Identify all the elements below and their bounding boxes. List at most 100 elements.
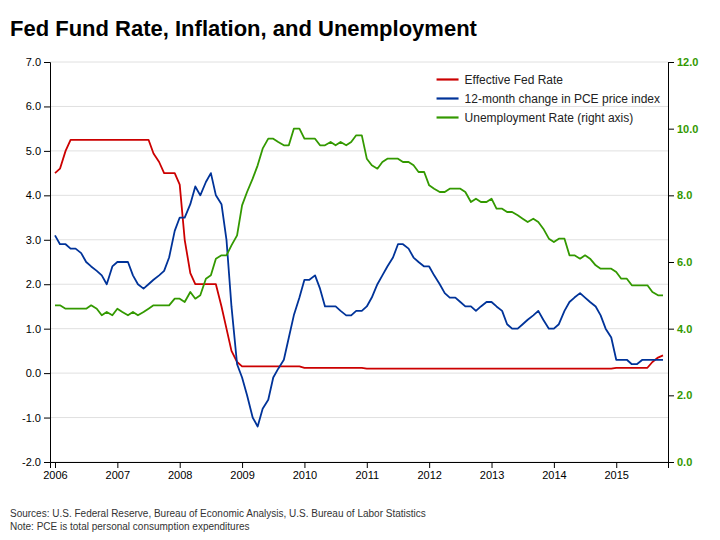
legend-label: Unemployment Rate (right axis) bbox=[465, 111, 634, 125]
grid bbox=[50, 62, 668, 462]
y-tick: 7.0 bbox=[26, 56, 50, 68]
x-tick: 2012 bbox=[417, 462, 441, 481]
x-tick-label: 2006 bbox=[43, 469, 67, 481]
y-tick: -2.0 bbox=[22, 456, 50, 468]
x-tick-label: 2013 bbox=[480, 469, 504, 481]
grid-line bbox=[50, 62, 668, 63]
y-tick-label: -2.0 bbox=[22, 456, 41, 468]
x-tick-label: 2011 bbox=[355, 469, 379, 481]
x-tick-mark bbox=[616, 462, 617, 468]
y-tick-mark bbox=[44, 195, 50, 196]
title: Fed Fund Rate, Inflation, and Unemployme… bbox=[10, 16, 478, 41]
chart: Fed Fund Rate, Inflation, and Unemployme… bbox=[0, 0, 720, 540]
y-tick-mark bbox=[44, 373, 50, 374]
grid-line bbox=[50, 106, 668, 107]
grid-line bbox=[50, 373, 668, 374]
y-tick-label: 2.0 bbox=[26, 278, 41, 290]
y-tick-label: 4.0 bbox=[26, 189, 41, 201]
y2-tick-mark bbox=[668, 262, 674, 263]
y2-tick-label: 4.0 bbox=[677, 323, 692, 335]
y-tick-mark bbox=[44, 240, 50, 241]
x-tick-mark bbox=[242, 462, 243, 468]
y2-tick: 8.0 bbox=[668, 189, 692, 201]
grid-line bbox=[50, 195, 668, 196]
legend-swatch bbox=[437, 78, 459, 80]
x-tick-mark bbox=[55, 462, 56, 468]
y2-tick-mark bbox=[668, 462, 674, 463]
y2-tick: 4.0 bbox=[668, 323, 692, 335]
grid-line bbox=[50, 150, 668, 151]
y-tick-mark bbox=[44, 462, 50, 463]
legend-label: 12-month change in PCE price index bbox=[465, 92, 660, 106]
y-tick-label: 0.0 bbox=[26, 367, 41, 379]
series-line bbox=[55, 140, 663, 369]
x-tick-label: 2007 bbox=[106, 469, 130, 481]
x-tick: 2013 bbox=[480, 462, 504, 481]
legend-item: Unemployment Rate (right axis) bbox=[437, 111, 634, 125]
grid-line bbox=[50, 417, 668, 418]
y-tick-label: 5.0 bbox=[26, 145, 41, 157]
y2-axis: 0.0 2.0 4.0 6.0 8.0 10.0 12.0 bbox=[668, 56, 698, 468]
legend: Effective Fed Rate12-month change in PCE… bbox=[437, 73, 660, 125]
x-tick-mark bbox=[180, 462, 181, 468]
y2-tick-label: 12.0 bbox=[677, 56, 698, 68]
y-tick-label: 7.0 bbox=[26, 56, 41, 68]
y2-tick: 10.0 bbox=[668, 123, 698, 135]
x-tick: 2007 bbox=[106, 462, 130, 481]
y-tick-mark bbox=[44, 106, 50, 107]
legend-swatch bbox=[437, 116, 459, 118]
y2-tick-mark bbox=[668, 195, 674, 196]
x-tick: 2014 bbox=[542, 462, 566, 481]
grid-line bbox=[50, 328, 668, 329]
x-tick-label: 2008 bbox=[168, 469, 192, 481]
y2-axis-line bbox=[669, 63, 675, 463]
y-tick: -1.0 bbox=[22, 412, 50, 424]
y-tick: 6.0 bbox=[26, 100, 50, 112]
y2-tick: 6.0 bbox=[668, 256, 692, 268]
y-tick-mark bbox=[44, 418, 50, 419]
x-tick-mark bbox=[492, 462, 493, 468]
legend-item: 12-month change in PCE price index bbox=[437, 92, 660, 106]
lines bbox=[55, 129, 663, 427]
y-tick: 1.0 bbox=[26, 323, 50, 335]
x-tick: 2009 bbox=[230, 462, 254, 481]
x-tick: 2006 bbox=[43, 462, 67, 481]
x-tick: 2008 bbox=[168, 462, 192, 481]
x-tick-label: 2015 bbox=[604, 469, 628, 481]
y-tick: 3.0 bbox=[26, 234, 50, 246]
y2-tick-label: 2.0 bbox=[677, 389, 692, 401]
y-axis: -2.0 -1.0 0.0 1.0 2.0 3.0 4.0 5.0 6.0 7.0 bbox=[22, 56, 50, 468]
y2-tick-label: 10.0 bbox=[677, 123, 698, 135]
y2-tick-label: 8.0 bbox=[677, 189, 692, 201]
x-tick: 2015 bbox=[604, 462, 628, 481]
y2-tick: 0.0 bbox=[668, 456, 692, 468]
y2-tick: 12.0 bbox=[668, 56, 698, 68]
y-tick-mark bbox=[44, 151, 50, 152]
y-tick-mark bbox=[44, 62, 50, 63]
x-tick: 2010 bbox=[293, 462, 317, 481]
y2-tick-mark bbox=[668, 129, 674, 130]
y-tick: 4.0 bbox=[26, 189, 50, 201]
x-axis-line bbox=[51, 463, 669, 469]
y-tick-label: -1.0 bbox=[22, 412, 41, 424]
y-tick: 2.0 bbox=[26, 278, 50, 290]
y-tick: 5.0 bbox=[26, 145, 50, 157]
y2-tick-mark bbox=[668, 62, 674, 63]
annotation: Sources: U.S. Federal Reserve, Bureau of… bbox=[10, 508, 426, 519]
series-line bbox=[55, 173, 663, 426]
x-tick-label: 2012 bbox=[417, 469, 441, 481]
x-tick: 2011 bbox=[355, 462, 379, 481]
plot: 2006 2007 2008 2009 2010 2011 2012 2013 2014 2015… bbox=[22, 56, 698, 481]
grid-line bbox=[50, 239, 668, 240]
y2-tick-label: 6.0 bbox=[677, 256, 692, 268]
x-tick-label: 2010 bbox=[293, 469, 317, 481]
y-axis-line bbox=[44, 63, 51, 463]
y-tick-label: 6.0 bbox=[26, 100, 41, 112]
y-tick-label: 3.0 bbox=[26, 234, 41, 246]
y2-tick-label: 0.0 bbox=[677, 456, 692, 468]
y2-tick-mark bbox=[668, 329, 674, 330]
x-tick-label: 2009 bbox=[230, 469, 254, 481]
series-line bbox=[55, 129, 663, 316]
annotation: Note: PCE is total personal consumption … bbox=[10, 521, 250, 532]
x-tick-mark bbox=[367, 462, 368, 468]
